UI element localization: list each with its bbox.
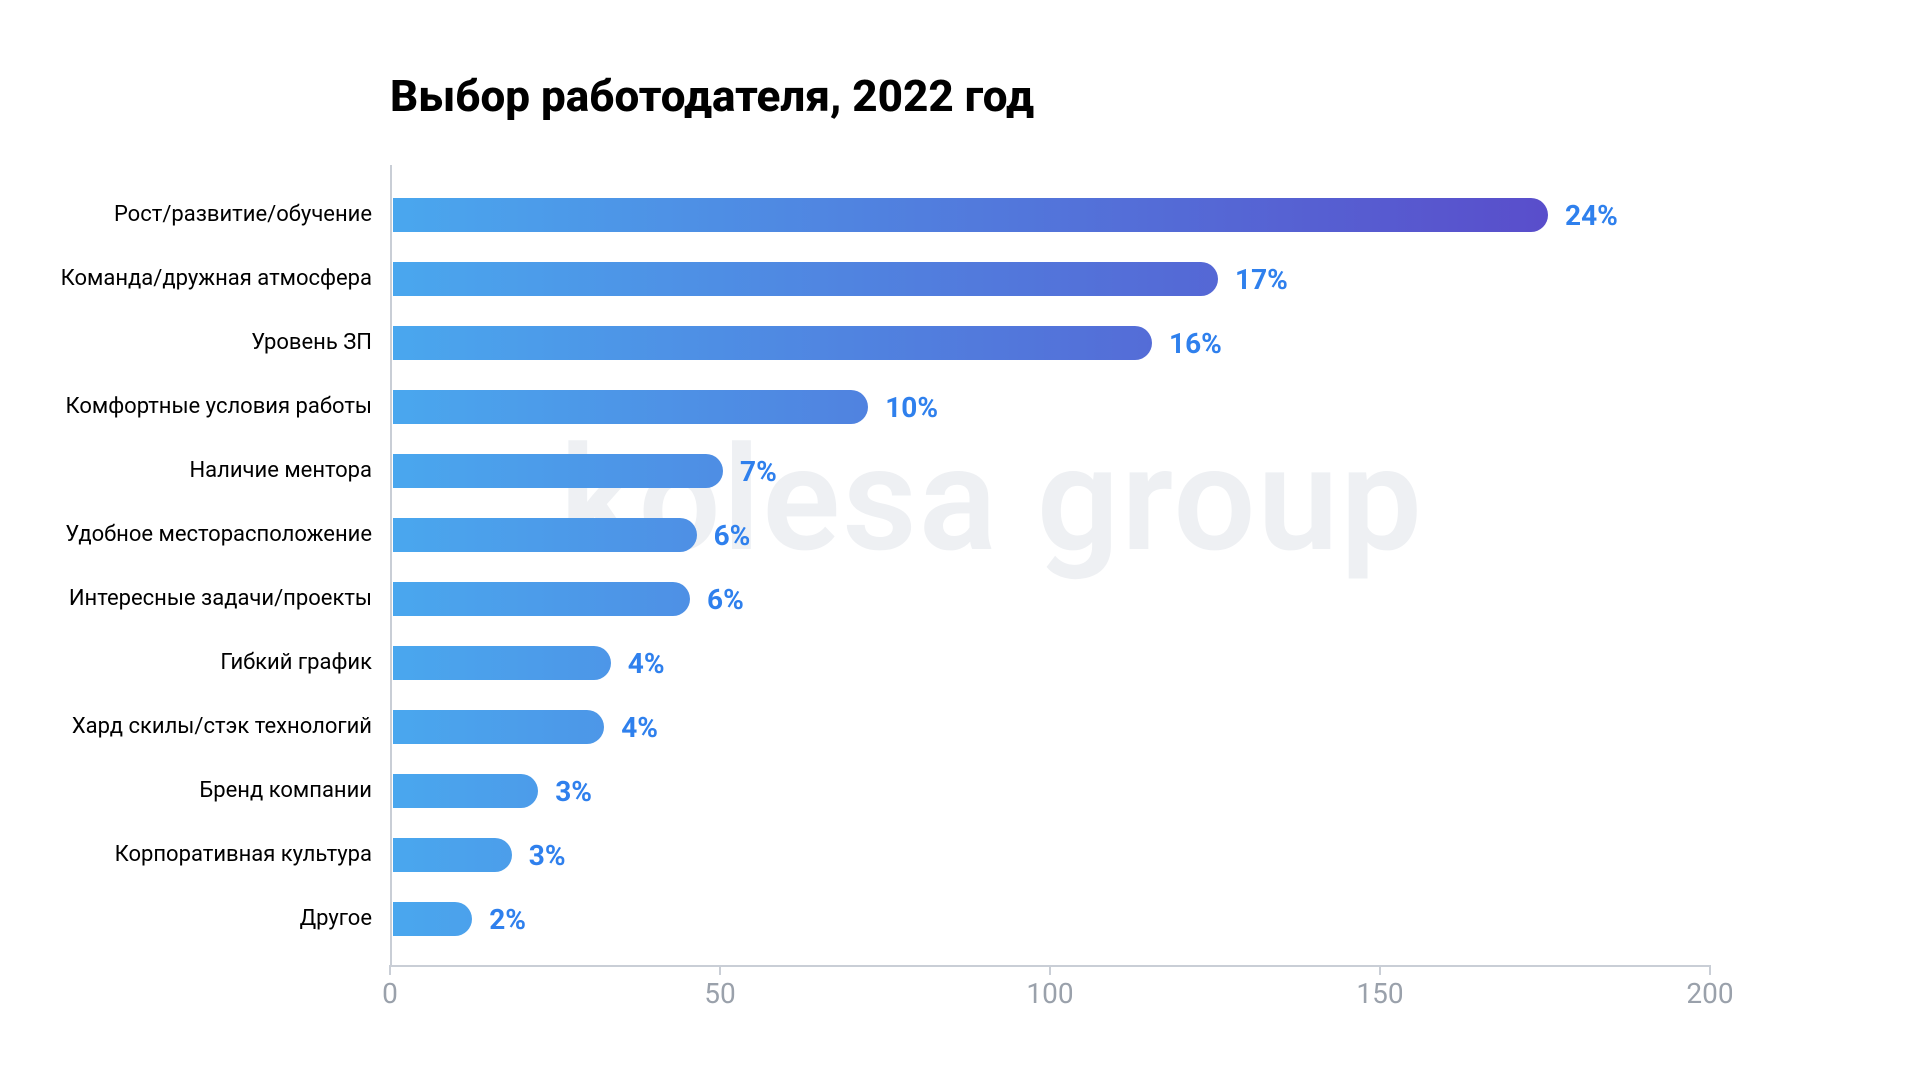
bar-percent-label: 4% bbox=[628, 647, 665, 680]
bar bbox=[393, 198, 1548, 232]
bar bbox=[393, 390, 868, 424]
bar-percent-label: 7% bbox=[740, 455, 777, 488]
bar bbox=[393, 902, 472, 936]
chart-title: Выбор работодателя, 2022 год bbox=[390, 70, 1034, 122]
category-label: Другое bbox=[0, 906, 372, 931]
bar-percent-label: 16% bbox=[1169, 327, 1222, 360]
bar-percent-label: 17% bbox=[1235, 263, 1288, 296]
bar-percent-label: 2% bbox=[489, 903, 526, 936]
bar bbox=[393, 582, 690, 616]
x-tick-mark bbox=[1379, 965, 1381, 975]
x-tick-mark bbox=[719, 965, 721, 975]
x-tick-label: 150 bbox=[1356, 977, 1403, 1010]
x-tick-label: 200 bbox=[1686, 977, 1733, 1010]
y-axis-line bbox=[390, 165, 392, 965]
bar-percent-label: 10% bbox=[885, 391, 938, 424]
bar-percent-label: 6% bbox=[707, 583, 744, 616]
bar-percent-label: 4% bbox=[621, 711, 658, 744]
bar-percent-label: 6% bbox=[714, 519, 751, 552]
x-tick-label: 50 bbox=[704, 977, 735, 1010]
bar bbox=[393, 454, 723, 488]
category-label: Рост/развитие/обучение bbox=[0, 202, 372, 227]
category-label: Интересные задачи/проекты bbox=[0, 586, 372, 611]
category-label: Уровень ЗП bbox=[0, 330, 372, 355]
bar-percent-label: 3% bbox=[555, 775, 592, 808]
category-label: Корпоративная культура bbox=[0, 842, 372, 867]
category-label: Команда/дружная атмосфера bbox=[0, 266, 372, 291]
x-tick-mark bbox=[389, 965, 391, 975]
bar-percent-label: 3% bbox=[529, 839, 566, 872]
employer-choice-chart: Выбор работодателя, 2022 год kolesa grou… bbox=[0, 0, 1920, 1080]
plot-area: 05010015020024%17%16%10%7%6%6%4%4%3%3%2% bbox=[390, 165, 1710, 975]
bar bbox=[393, 710, 604, 744]
bar bbox=[393, 646, 611, 680]
x-tick-mark bbox=[1709, 965, 1711, 975]
x-tick-mark bbox=[1049, 965, 1051, 975]
category-label: Удобное месторасположение bbox=[0, 522, 372, 547]
bar bbox=[393, 838, 512, 872]
category-label: Комфортные условия работы bbox=[0, 394, 372, 419]
x-tick-label: 0 bbox=[382, 977, 398, 1010]
bar bbox=[393, 262, 1218, 296]
x-tick-label: 100 bbox=[1026, 977, 1073, 1010]
bar bbox=[393, 518, 697, 552]
bar bbox=[393, 326, 1152, 360]
bar bbox=[393, 774, 538, 808]
bar-percent-label: 24% bbox=[1565, 199, 1618, 232]
category-label: Гибкий график bbox=[0, 650, 372, 675]
category-label: Бренд компании bbox=[0, 778, 372, 803]
category-label: Хард скилы/стэк технологий bbox=[0, 714, 372, 739]
category-label: Наличие ментора bbox=[0, 458, 372, 483]
